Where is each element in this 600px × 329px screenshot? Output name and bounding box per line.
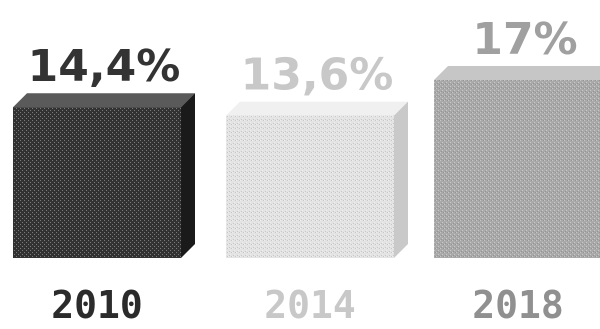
bar-grain-2018 (434, 80, 600, 258)
bar-side-2014 (394, 101, 408, 258)
bar-grain-2014 (226, 115, 394, 258)
bar-top-2010 (13, 93, 195, 108)
bar-top-2014 (226, 101, 408, 116)
value-label-2018: 17% (472, 14, 577, 65)
year-label-2014: 2014 (264, 283, 356, 327)
year-label-2018: 2018 (472, 283, 564, 327)
bar-grain-2010 (13, 107, 181, 258)
bar-group-2014: 13,6% 2014 (226, 50, 408, 327)
value-label-2014: 13,6% (241, 50, 394, 101)
value-label-2010: 14,4% (28, 41, 181, 92)
bar-side-2010 (181, 93, 195, 258)
bar-top-2018 (434, 66, 600, 80)
bar-group-2018: 17% 2018 (434, 14, 600, 327)
bar-group-2010: 14,4% 2010 (13, 41, 195, 327)
year-label-2010: 2010 (51, 283, 143, 327)
